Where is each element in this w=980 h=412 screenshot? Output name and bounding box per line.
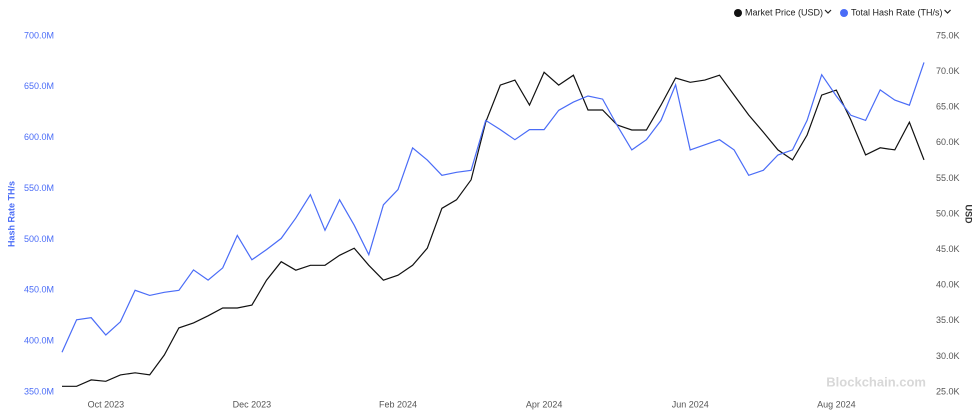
watermark: Blockchain.com (826, 374, 926, 389)
x-tick-label: Dec 2023 (233, 399, 272, 409)
y-tick-label: 400.0M (24, 336, 54, 346)
y-tick-label: 500.0M (24, 234, 54, 244)
y-axis-label: Hash Rate TH/s (6, 181, 16, 247)
y2-tick-label: 75.0K (936, 30, 960, 40)
y2-tick-label: 50.0K (936, 208, 960, 218)
legend-chevron (824, 9, 832, 14)
legend-marker (734, 9, 742, 17)
y2-axis-label: USD (964, 204, 974, 224)
x-tick-label: Feb 2024 (379, 399, 417, 409)
y-tick-label: 700.0M (24, 30, 54, 40)
y-tick-label: 450.0M (24, 285, 54, 295)
y2-tick-label: 25.0K (936, 386, 960, 396)
x-tick-label: Aug 2024 (817, 399, 856, 409)
y2-tick-label: 35.0K (936, 315, 960, 325)
y2-tick-label: 70.0K (936, 66, 960, 76)
y2-tick-label: 40.0K (936, 280, 960, 290)
legend-marker (840, 9, 849, 17)
y2-tick-label: 30.0K (936, 351, 960, 361)
legend-label: Market Price (USD) (745, 7, 823, 17)
x-tick-label: Oct 2023 (88, 399, 125, 409)
legend-label: Total Hash Rate (TH/s) (851, 7, 943, 17)
y-tick-label: 600.0M (24, 132, 54, 142)
x-tick-label: Jun 2024 (672, 399, 709, 409)
legend-chevron (944, 9, 951, 14)
series-line (62, 71, 925, 387)
legend: Market Price (USD) Total Hash Rate (TH/s) (734, 7, 951, 17)
y2-tick-label: 60.0K (936, 137, 960, 147)
y-tick-label: 350.0M (24, 386, 54, 396)
y2-tick-label: 65.0K (936, 102, 960, 112)
x-tick-label: Apr 2024 (526, 399, 563, 409)
y2-tick-label: 45.0K (936, 244, 960, 254)
y2-tick-label: 55.0K (936, 173, 960, 183)
series-line (61, 62, 925, 353)
y-tick-label: 650.0M (24, 81, 54, 91)
y-tick-label: 550.0M (24, 183, 54, 193)
